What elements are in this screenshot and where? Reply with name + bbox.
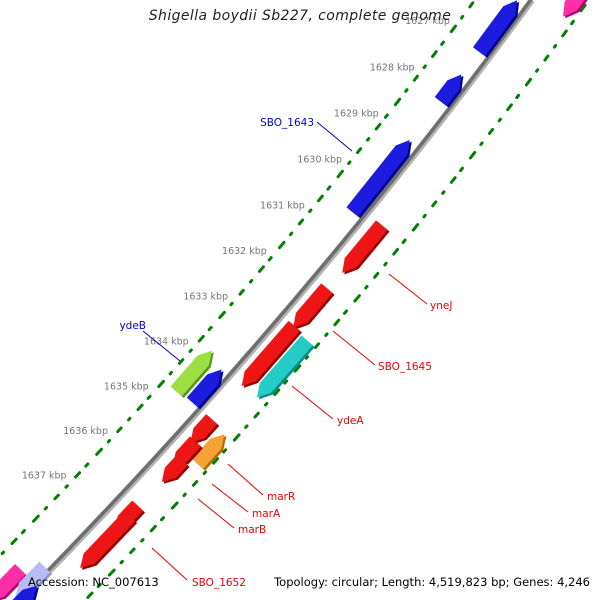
gene-label[interactable]: SBO_1652 — [192, 577, 246, 589]
gene-arrow-face — [191, 434, 225, 469]
gene-arrow[interactable] — [185, 414, 220, 450]
gene-arrow-face — [472, 0, 518, 57]
callout-leader-line — [388, 273, 428, 305]
position-tick-label: 1635 kbp — [104, 381, 149, 392]
gene-arrow-yneJ[interactable] — [336, 220, 390, 279]
callout-leader-line — [197, 498, 235, 529]
gene-label[interactable]: ydeB — [119, 320, 146, 332]
gene-arrow-face — [161, 454, 188, 483]
gene-label[interactable]: marB — [238, 524, 266, 536]
gene-callouts: SBO_1643 ydeB yneJ SBO_1645 ydeA marR marA marB… — [119, 117, 452, 589]
position-tick-label: 1628 kbp — [370, 62, 415, 73]
callout-leader-line — [142, 330, 181, 362]
gene-arrow-SBO_1652[interactable] — [75, 510, 138, 575]
gene-arrow[interactable] — [186, 365, 229, 410]
gene-arrow[interactable] — [472, 0, 525, 58]
status-bar: Accession: NC_007613 Topology: circular;… — [0, 574, 600, 600]
backbone-core — [22, 0, 533, 597]
gene-callout-yneJ: yneJ — [388, 273, 452, 312]
gene-arrow-face — [434, 74, 462, 107]
gene-callout-SBO_1643: SBO_1643 — [260, 117, 353, 152]
gc-ring-lower — [83, 0, 591, 600]
gene-arrow-face — [256, 335, 313, 398]
gene-callout-marB: marB — [197, 498, 266, 536]
gene-arrow-SBO_1645[interactable] — [287, 283, 335, 334]
position-ticks: 1627 kbp 1628 kbp 1629 kbp 1630 kbp 1631 kbp… — [22, 16, 450, 482]
gene-arrow[interactable] — [3, 580, 45, 600]
gene-callout-SBO_1652: SBO_1652 — [151, 547, 246, 589]
gene-callout-marA: marA — [211, 483, 281, 520]
position-tick-label: 1632 kbp — [222, 246, 267, 257]
gene-arrow-marR[interactable] — [191, 429, 232, 471]
gene-callout-ydeA: ydeA — [291, 385, 364, 427]
callout-leader-line — [227, 463, 264, 496]
callout-leader-line — [332, 330, 376, 366]
gene-arrow-face — [241, 320, 300, 387]
position-tick-label: 1634 kbp — [144, 336, 189, 347]
gene-callout-SBO_1645: SBO_1645 — [332, 330, 432, 373]
gene-arrow-face — [190, 414, 218, 443]
position-tick-label: 1636 kbp — [63, 426, 108, 437]
accession-text: Accession: NC_007613 — [28, 575, 159, 589]
gene-arrow[interactable] — [557, 0, 598, 23]
callout-leader-line — [211, 483, 249, 513]
gene-arrow-face — [80, 510, 136, 569]
gene-arrow-face — [346, 140, 410, 217]
map-title: Shigella boydii Sb227, complete genome — [148, 8, 452, 24]
gene-arrow-face — [563, 0, 596, 17]
gene-label[interactable]: SBO_1643 — [260, 117, 314, 129]
gene-arrow-marB[interactable] — [156, 454, 190, 489]
gene-arrow-ydeA[interactable] — [251, 335, 315, 405]
backbone-line — [22, 0, 535, 599]
topology-length-genes-text: Topology: circular; Length: 4,519,823 bp… — [274, 575, 590, 589]
gene-arrow[interactable] — [236, 320, 302, 393]
gene-arrow-face — [15, 561, 51, 598]
gene-arrow-face — [186, 369, 222, 408]
position-tick-label: 1629 kbp — [334, 109, 379, 120]
gene-label[interactable]: ydeA — [337, 415, 364, 427]
gene-label[interactable]: marA — [252, 508, 281, 520]
gene-callout-marR: marR — [227, 463, 295, 503]
position-tick-label: 1637 kbp — [22, 470, 67, 481]
gene-label[interactable]: SBO_1645 — [378, 361, 432, 373]
gene-arrow-ydeB[interactable] — [170, 346, 220, 398]
gene-arrow-SBO_1643[interactable] — [346, 135, 417, 219]
gene-label[interactable]: marR — [267, 491, 295, 503]
gene-arrow-face — [170, 350, 212, 397]
gene-label[interactable]: yneJ — [430, 300, 452, 312]
position-tick-label: 1633 kbp — [183, 291, 228, 302]
position-tick-label: 1627 kbp — [405, 16, 450, 27]
gene-callout-ydeB: ydeB — [119, 320, 181, 362]
gene-arrow[interactable] — [0, 564, 28, 600]
callout-leader-line — [291, 385, 334, 420]
gene-arrow-face — [342, 220, 388, 273]
position-tick-label: 1631 kbp — [260, 200, 305, 211]
position-tick-label: 1630 kbp — [297, 155, 342, 166]
gene-arrow[interactable] — [434, 70, 470, 108]
callout-leader-line — [151, 547, 188, 581]
gene-arrow-face — [3, 585, 38, 600]
gene-arrow-face — [293, 283, 333, 328]
gene-arrow-face — [0, 564, 26, 600]
gc-ring-upper — [0, 0, 477, 558]
callout-leader-line — [316, 121, 353, 152]
